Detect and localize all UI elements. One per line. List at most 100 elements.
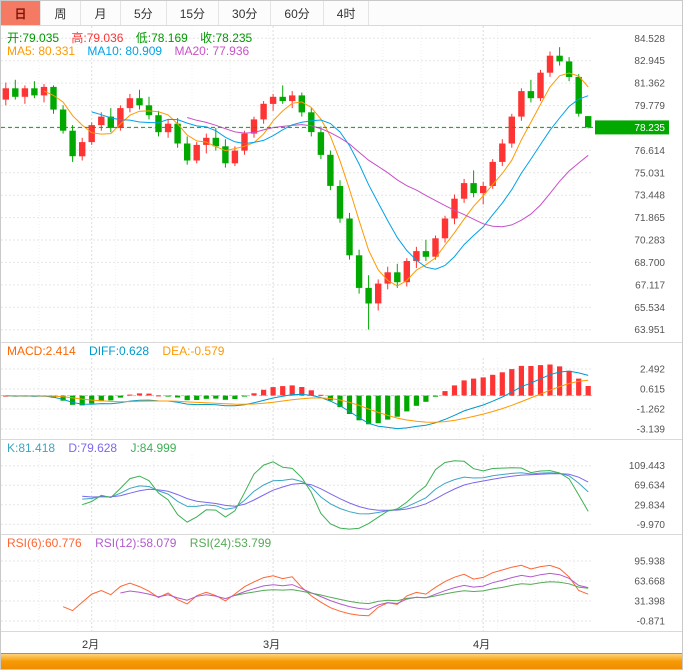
macd-bar [127, 394, 133, 396]
candle-body [59, 109, 67, 131]
macd-bar [442, 391, 448, 396]
rsi12-value: RSI(12):58.079 [95, 536, 177, 550]
macd-bar [518, 365, 524, 396]
candle-body [375, 283, 382, 304]
macd-bar [175, 395, 181, 398]
candle-body [585, 116, 592, 128]
candle-body [231, 150, 239, 164]
svg-text:75.031: 75.031 [634, 168, 665, 179]
rsi-chart[interactable]: 95.938 63.668 31.398 -0.871 [1, 550, 683, 632]
dea-value: DEA:-0.579 [162, 344, 225, 358]
candle-body [480, 186, 487, 194]
macd-bar [165, 395, 171, 397]
macd-bar [203, 395, 209, 399]
tab-4hour[interactable]: 4时 [324, 1, 370, 25]
macd-bar [184, 395, 190, 401]
candle-body [422, 251, 430, 257]
candle-body [117, 108, 124, 128]
candle-body [279, 96, 286, 101]
macd-bar [461, 380, 467, 396]
candle-body [470, 183, 477, 193]
ma20-line [187, 117, 589, 228]
svg-text:67.117: 67.117 [635, 280, 665, 291]
tab-month[interactable]: 月 [81, 1, 121, 25]
svg-text:70.283: 70.283 [634, 236, 665, 247]
macd-bar [366, 395, 372, 425]
candle-body [21, 88, 29, 97]
diff-value: DIFF:0.628 [89, 344, 150, 358]
tab-week[interactable]: 周 [41, 1, 81, 25]
low-readout: 低:78.169 [135, 31, 188, 45]
macd-bar [557, 366, 563, 396]
close-readout: 收:78.235 [200, 31, 253, 45]
period-tabbar: 日 周 月 5分 15分 30分 60分 4时 [1, 1, 682, 26]
candle-body [355, 255, 363, 288]
candle-body [432, 238, 439, 257]
high-readout: 高:79.036 [71, 31, 124, 45]
svg-text:81.362: 81.362 [634, 79, 665, 90]
macd-chart[interactable]: 2.492 0.615 -1.262 -3.139 [1, 358, 683, 440]
candle-body [250, 119, 258, 134]
candle-body [203, 137, 210, 145]
price-chart[interactable]: 84.528 82.945 81.362 79.779 76.614 75.031 73.4… [1, 26, 683, 342]
svg-text:-1.262: -1.262 [637, 405, 666, 416]
candle-body [346, 218, 353, 256]
macd-bar [490, 374, 496, 396]
candle-body [499, 143, 506, 162]
tab-60min[interactable]: 60分 [271, 1, 324, 25]
macd-bar [155, 395, 162, 397]
rsi6-line [62, 564, 589, 617]
price-panel: 84.528 82.945 81.362 79.779 76.614 75.031 73.4… [1, 26, 682, 342]
candle-body [441, 218, 449, 239]
diff-line [5, 370, 589, 430]
ma-readout: MA5: 80.331 MA10: 80.909 MA20: 77.936 [7, 44, 258, 58]
time-axis: 2月 3月 4月 [1, 631, 682, 653]
candle-body [289, 95, 296, 102]
macd-bar [585, 386, 591, 396]
rsi24-line [234, 581, 589, 605]
ma5-line [43, 72, 589, 287]
candle-body [155, 115, 162, 133]
candle-body [12, 88, 19, 97]
macd-bar [98, 395, 104, 402]
svg-text:76.614: 76.614 [634, 146, 665, 157]
macd-bar [194, 395, 200, 400]
macd-bar [70, 395, 76, 405]
tab-30min[interactable]: 30分 [219, 1, 272, 25]
candle-body [556, 55, 563, 62]
macd-bar [537, 365, 544, 396]
candle-body [413, 251, 420, 261]
svg-text:29.834: 29.834 [634, 500, 665, 511]
open-readout: 开:79.035 [7, 31, 60, 45]
tab-day[interactable]: 日 [1, 1, 41, 25]
ma5-readout: MA5: 80.331 [7, 44, 76, 58]
macd-bar [241, 395, 248, 397]
candle-body [308, 112, 315, 133]
candle-body [2, 88, 9, 100]
tab-5min[interactable]: 5分 [121, 1, 167, 25]
macd-bar [299, 387, 305, 396]
macd-bar [528, 366, 534, 396]
time-scrollbar[interactable] [1, 653, 682, 669]
kdj-chart[interactable]: 109.443 69.634 29.834 -9.970 [1, 455, 683, 535]
svg-text:-3.139: -3.139 [637, 425, 666, 436]
macd-bar [413, 395, 419, 406]
candle-body [126, 98, 134, 109]
j-value: J:84.999 [130, 441, 177, 455]
candle-body [164, 123, 172, 133]
candle-body [537, 72, 544, 99]
candle-body [145, 105, 153, 116]
candle-body [565, 61, 573, 77]
tab-15min[interactable]: 15分 [167, 1, 220, 25]
d-value: D:79.628 [68, 441, 118, 455]
svg-text:95.938: 95.938 [634, 557, 665, 568]
macd-bar [356, 395, 362, 421]
time-axis-label: 2月 [82, 639, 100, 651]
candle-body [193, 144, 200, 161]
svg-text:65.534: 65.534 [634, 303, 665, 314]
candle-body [394, 272, 401, 283]
macd-bar [404, 395, 410, 412]
candle-body [98, 116, 105, 126]
kdj-readout: K:81.418 D:79.628 J:84.999 [7, 441, 186, 455]
macd-bar [480, 377, 486, 396]
